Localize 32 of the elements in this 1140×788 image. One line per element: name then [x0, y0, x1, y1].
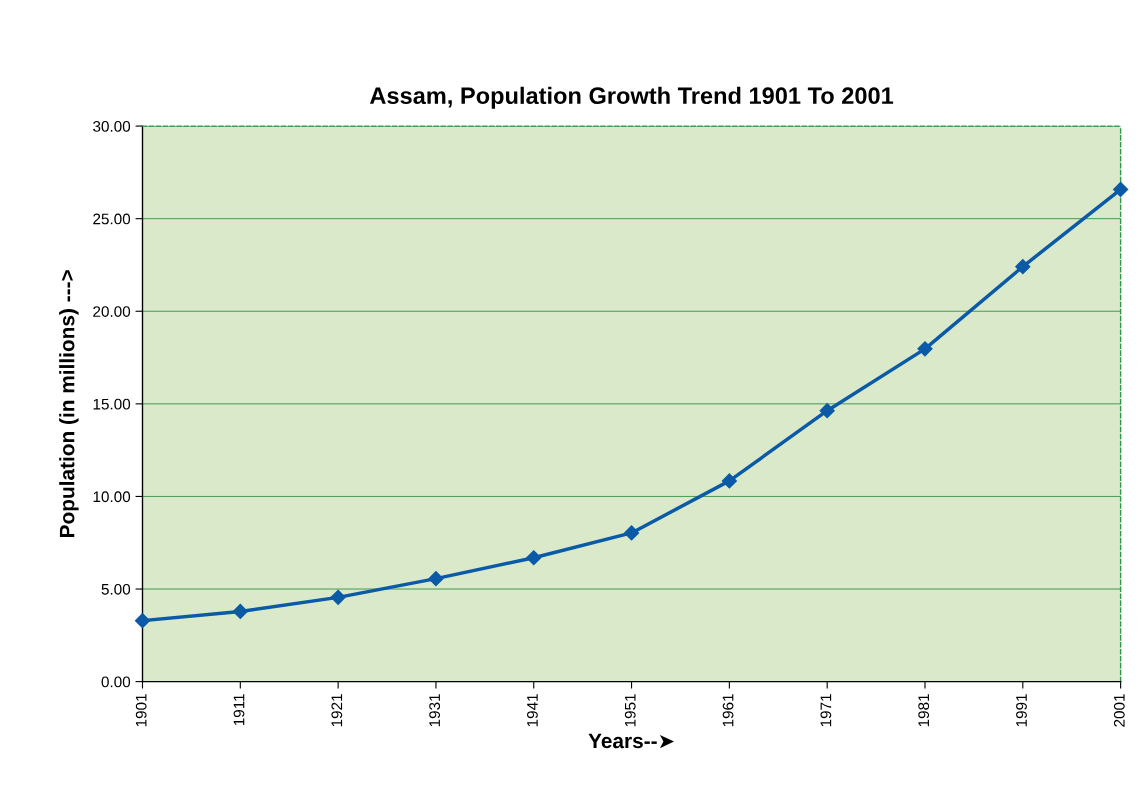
- x-tick-label: 2001: [1113, 694, 1125, 727]
- point: [134, 613, 151, 629]
- chart-title: Assam, Population Growth Trend 1901 To 2001: [369, 86, 894, 109]
- point: [330, 589, 346, 605]
- y-tick-label: 0.00: [101, 676, 131, 688]
- x-tick-label: 1911: [233, 694, 245, 726]
- x-tick-label: 1931: [429, 694, 441, 727]
- x-tick-label: 1941: [527, 694, 538, 727]
- x-tick-label: 1951: [624, 694, 636, 727]
- point: [721, 473, 737, 489]
- x-tick-label: 1981: [918, 694, 930, 727]
- point: [1113, 181, 1129, 197]
- y-tick-label: 25.00: [93, 213, 131, 225]
- x-axis-title: Years--➤: [588, 733, 675, 749]
- point: [917, 341, 933, 357]
- x-tick-label: 1991: [1016, 694, 1027, 727]
- y-tick-label: 20.00: [93, 306, 131, 317]
- x-tick-label: 1971: [820, 694, 832, 727]
- point: [232, 603, 248, 620]
- x-tick-label: 1921: [331, 694, 343, 727]
- y-tick-label: 10.00: [93, 491, 131, 503]
- point: [1015, 259, 1031, 275]
- y-tick-label: 30.00: [93, 120, 131, 132]
- point: [623, 525, 640, 541]
- y-tick-label: 15.00: [93, 398, 131, 410]
- y-tick-label: 5.00: [101, 583, 131, 595]
- y-axis-title: Population (in millions) --->: [59, 270, 79, 537]
- point: [526, 550, 542, 566]
- point: [428, 571, 444, 587]
- point: [819, 403, 835, 419]
- x-tick-label: 1901: [135, 694, 147, 727]
- x-tick-label: 1961: [722, 694, 734, 727]
